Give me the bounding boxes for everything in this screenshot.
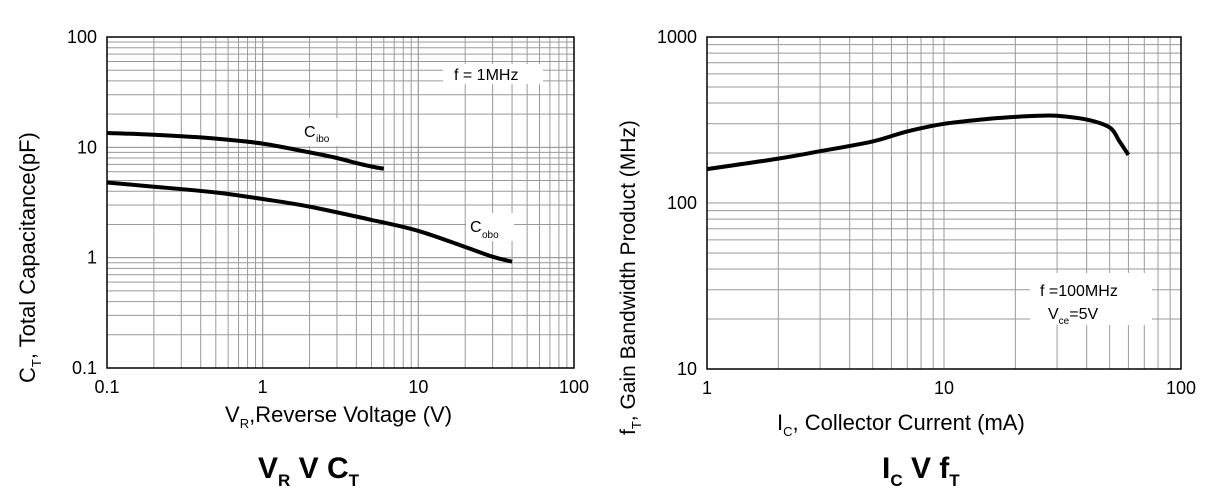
x-axis-label: VR,Reverse Voltage (V) (225, 402, 452, 431)
y-tick-label: 10 (677, 359, 697, 379)
series-line-0 (106, 131, 385, 171)
x-tick-label: 10 (408, 377, 428, 397)
annotation-bg (443, 64, 543, 84)
series-label-cibo-main: C (304, 124, 316, 141)
chart-title: VR V CT (258, 452, 360, 490)
annotation-frequency: f =100MHz (1040, 283, 1118, 300)
x-axis-label: IC, Collector Current (mA) (777, 410, 1025, 439)
y-tick-label: 1000 (657, 27, 697, 47)
x-tick-label: 10 (934, 378, 954, 398)
y-tick-label: 0.1 (72, 358, 97, 378)
x-tick-label: 100 (1166, 378, 1196, 398)
annotation-bg (1030, 273, 1152, 325)
annotation-frequency: f = 1MHz (454, 67, 518, 84)
x-tick-label: 100 (559, 377, 589, 397)
series-line-1 (106, 180, 513, 264)
y-tick-label: 100 (667, 193, 697, 213)
data-curves (706, 113, 1131, 172)
x-tick-label: 0.1 (94, 377, 119, 397)
grid-lines (106, 36, 575, 369)
x-tick-label: 1 (702, 378, 712, 398)
series-label-cibo-sub: ibo (316, 134, 330, 145)
plot-frame (106, 36, 575, 369)
y-tick-label: 1 (87, 248, 97, 268)
series-label-cobo: C obo (466, 213, 514, 241)
y-tick-label: 100 (67, 27, 97, 47)
y-tick-label: 10 (77, 137, 97, 157)
tick-labels: 0.1 1 10 100 0.1 1 10 100 (67, 27, 589, 397)
y-axis-label: fT, Gain Bandwidth Product (MHz) (617, 120, 644, 435)
data-curves (106, 131, 513, 264)
series-label-cibo: C ibo (300, 118, 340, 146)
series-label-cobo-main: C (470, 219, 482, 236)
annotation-vce: Vce=5V (1048, 306, 1098, 327)
y-axis-label: CT, Total Capacitance(pF) (15, 132, 44, 383)
chart-title: IC V fT (882, 452, 960, 490)
series-line-0 (706, 113, 1131, 172)
x-tick-label: 1 (258, 377, 268, 397)
plot-frame (706, 36, 1182, 370)
series-label-cobo-sub: obo (482, 230, 499, 241)
